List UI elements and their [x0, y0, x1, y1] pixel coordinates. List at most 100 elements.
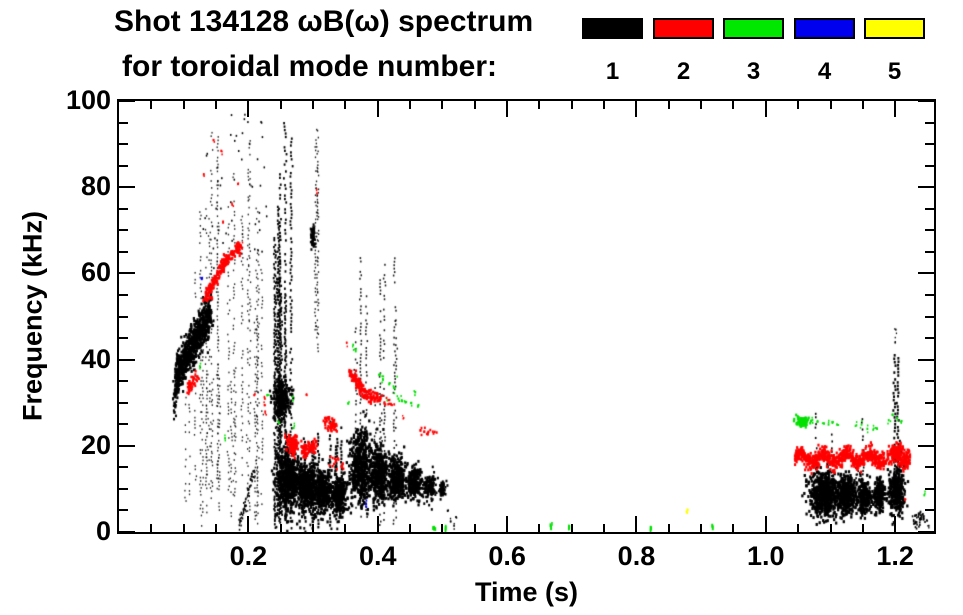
tick-mark	[441, 101, 444, 109]
tick-mark	[732, 101, 735, 109]
tick-mark	[925, 380, 934, 383]
tick-mark	[925, 121, 934, 124]
legend-label-mode-5: 5	[887, 58, 902, 85]
legend-swatch-mode-1	[582, 18, 643, 39]
tick-mark	[667, 524, 670, 532]
tick-mark	[918, 272, 934, 275]
tick-mark	[894, 516, 897, 532]
tick-mark	[506, 101, 509, 117]
tick-mark	[376, 516, 379, 532]
legend-label-mode-4: 4	[817, 58, 832, 85]
tick-mark	[119, 121, 128, 124]
tick-mark	[312, 101, 315, 109]
tick-mark	[925, 164, 934, 167]
x-axis-title: Time (s)	[474, 577, 579, 607]
tick-mark	[797, 101, 800, 109]
tick-mark	[918, 358, 934, 361]
tick-mark	[119, 466, 128, 469]
tick-mark	[918, 531, 934, 533]
tick-mark	[925, 337, 934, 340]
tick-mark	[119, 186, 135, 189]
y-tick-label: 100	[65, 85, 111, 115]
legend-swatch-mode-4	[794, 18, 855, 39]
tick-mark	[829, 524, 832, 532]
legend-swatch-mode-2	[653, 18, 714, 39]
x-tick-label: 0.2	[229, 541, 268, 571]
tick-mark	[119, 164, 128, 167]
legend-label-mode-3: 3	[746, 58, 761, 85]
tick-mark	[918, 100, 934, 102]
tick-mark	[344, 524, 347, 532]
tick-mark	[279, 524, 282, 532]
tick-mark	[764, 516, 767, 532]
tick-mark	[119, 100, 135, 102]
tick-mark	[119, 293, 128, 296]
tick-mark	[925, 207, 934, 210]
tick-mark	[918, 444, 934, 447]
tick-mark	[925, 401, 934, 404]
tick-mark	[119, 444, 135, 447]
x-tick-label: 0.8	[617, 541, 656, 571]
tick-mark	[700, 524, 703, 532]
tick-mark	[925, 423, 934, 426]
tick-mark	[570, 524, 573, 532]
legend-swatch-mode-3	[723, 18, 784, 39]
tick-mark	[473, 524, 476, 532]
tick-mark	[925, 466, 934, 469]
plot-title-line1: Shot 134128 ωB(ω) spectrum	[114, 5, 534, 38]
tick-mark	[182, 524, 185, 532]
tick-mark	[603, 524, 606, 532]
tick-mark	[861, 101, 864, 109]
tick-mark	[119, 315, 128, 318]
x-tick-label: 1.0	[747, 541, 785, 571]
tick-mark	[215, 524, 218, 532]
tick-mark	[119, 487, 128, 490]
y-tick-label: 40	[80, 343, 111, 374]
tick-mark	[506, 516, 509, 532]
tick-mark	[861, 524, 864, 532]
y-axis-title: Frequency (kHz)	[17, 210, 48, 422]
tick-mark	[925, 143, 934, 146]
tick-mark	[119, 380, 128, 383]
y-tick-label: 0	[95, 516, 111, 546]
tick-mark	[247, 101, 250, 117]
tick-mark	[312, 524, 315, 532]
legend-label-mode-1: 1	[605, 58, 620, 85]
tick-mark	[119, 250, 128, 253]
tick-mark	[925, 229, 934, 232]
tick-mark	[732, 524, 735, 532]
tick-mark	[119, 401, 128, 404]
tick-mark	[538, 101, 541, 109]
tick-mark	[119, 229, 128, 232]
tick-mark	[667, 101, 670, 109]
tick-mark	[635, 516, 638, 532]
tick-mark	[918, 186, 934, 189]
tick-mark	[119, 358, 135, 361]
tick-mark	[797, 524, 800, 532]
y-tick-label: 60	[80, 257, 111, 288]
plot-frame	[117, 99, 936, 534]
plot-title-line2: for toroidal mode number:	[122, 50, 497, 83]
tick-mark	[925, 487, 934, 490]
tick-mark	[119, 509, 128, 512]
tick-mark	[119, 337, 128, 340]
tick-mark	[119, 272, 135, 275]
tick-mark	[376, 101, 379, 117]
tick-mark	[925, 315, 934, 318]
tick-mark	[119, 207, 128, 210]
tick-mark	[570, 101, 573, 109]
y-tick-label: 80	[80, 171, 111, 202]
tick-mark	[119, 531, 135, 533]
tick-mark	[119, 143, 128, 146]
x-tick-label: 0.4	[358, 541, 397, 571]
tick-mark	[119, 423, 128, 426]
tick-mark	[764, 101, 767, 117]
tick-mark	[150, 524, 153, 532]
tick-mark	[441, 524, 444, 532]
tick-mark	[279, 101, 282, 109]
tick-mark	[925, 250, 934, 253]
spectrogram-canvas	[119, 101, 934, 532]
tick-mark	[344, 101, 347, 109]
tick-mark	[409, 101, 412, 109]
